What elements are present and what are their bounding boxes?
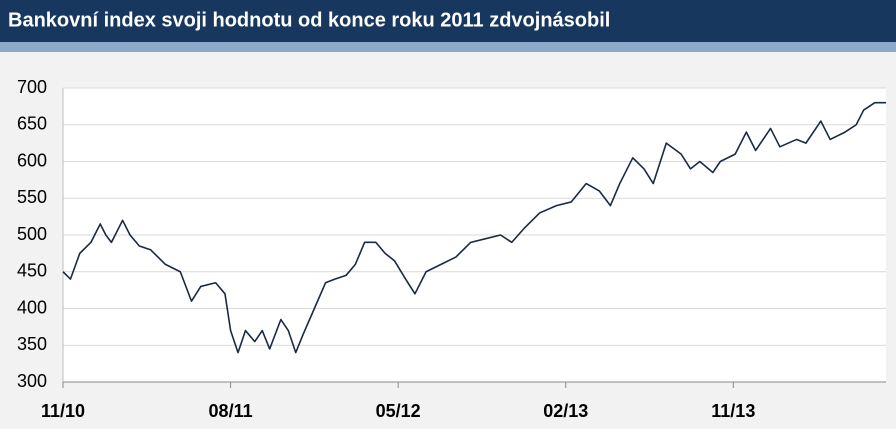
x-tick-label: 05/12 — [376, 401, 421, 421]
y-tick-label: 300 — [17, 371, 47, 391]
x-tick-label: 08/11 — [209, 401, 253, 421]
line-series — [62, 101, 886, 354]
y-tick-label: 450 — [17, 261, 47, 281]
x-tick-label: 11/10 — [41, 401, 85, 421]
y-tick-label: 600 — [17, 150, 47, 170]
x-tick-label: 02/13 — [543, 401, 588, 421]
y-tick-label: 650 — [17, 114, 47, 134]
chart-title: Bankovní index svoji hodnotu od konce ro… — [8, 9, 610, 31]
title-banner — [0, 0, 896, 42]
y-tick-label: 500 — [17, 224, 47, 244]
title-stripe — [0, 42, 896, 52]
y-tick-label: 350 — [17, 334, 47, 354]
y-tick-label: 700 — [17, 77, 47, 97]
y-tick-label: 550 — [17, 187, 47, 207]
x-tick-label: 11/13 — [711, 401, 755, 421]
y-tick-label: 400 — [17, 297, 47, 317]
